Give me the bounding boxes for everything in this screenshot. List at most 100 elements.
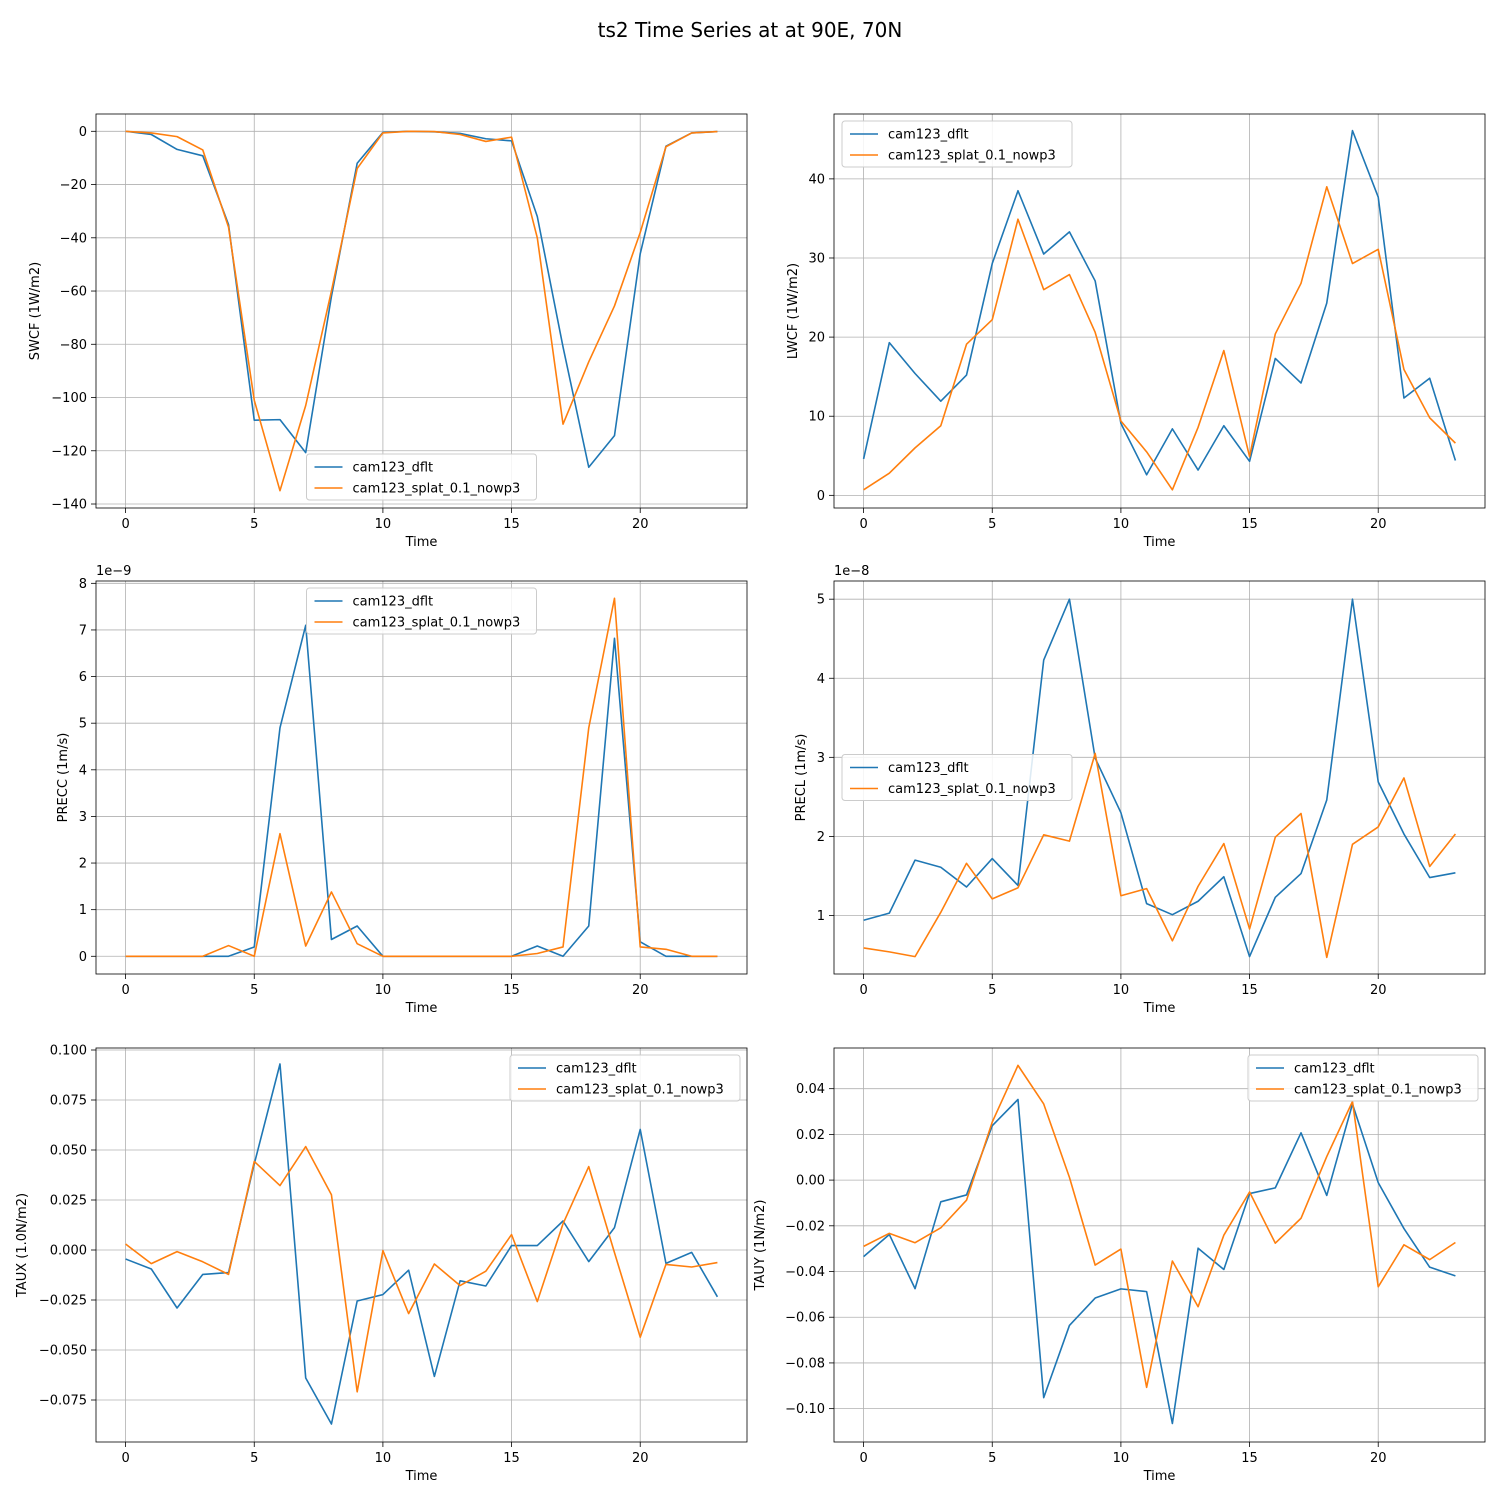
y-tick-label: 40 <box>808 172 825 187</box>
x-tick-label: 15 <box>1241 983 1258 998</box>
subplot-tauy: 0 5 10 15 20 0.04 0.02 0.00 −0.02 −0.04 −0.06 −0.08… <box>753 1047 1486 1484</box>
legend: cam123_dflt cam123_splat_0.1_nowp3 <box>841 754 1073 801</box>
legend-entry: cam123_splat_0.1_nowp3 <box>888 149 1056 164</box>
y-tick-label: 0.025 <box>50 1194 87 1209</box>
x-axis-label: Time <box>1143 1469 1176 1484</box>
axis-offset-text: 1e−8 <box>834 564 869 579</box>
y-tick-label: 7 <box>79 623 87 638</box>
y-tick-label: −0.075 <box>39 1394 87 1409</box>
legend-box <box>306 587 537 635</box>
x-tick-label: 15 <box>503 983 520 998</box>
y-tick-label: 6 <box>79 670 87 685</box>
y-tick-label: 1 <box>79 903 87 918</box>
x-tick-label: 5 <box>250 517 258 532</box>
series-line-splat <box>125 1145 718 1393</box>
legend: cam123_dflt cam123_splat_0.1_nowp3 <box>306 587 537 635</box>
y-tick-label: −20 <box>60 178 87 193</box>
x-tick-label: 10 <box>1113 1451 1130 1466</box>
legend-entry: cam123_dflt <box>888 128 969 143</box>
legend-box <box>841 120 1073 168</box>
x-tick-label: 0 <box>121 983 129 998</box>
legend-entry: cam123_dflt <box>1294 1062 1375 1077</box>
y-axis-label: PRECL (1m/s) <box>794 734 809 822</box>
y-tick-label: 0 <box>79 125 87 140</box>
x-tick-label: 20 <box>1370 1451 1387 1466</box>
x-tick-label: 20 <box>632 517 649 532</box>
series-line-splat <box>125 130 718 492</box>
x-tick-label: 5 <box>988 517 996 532</box>
series-line-splat <box>863 1064 1456 1389</box>
y-tick-label: 20 <box>808 331 825 346</box>
x-tick-label: 15 <box>1241 517 1258 532</box>
y-tick-label: 3 <box>817 751 825 766</box>
y-tick-label: −0.10 <box>785 1402 825 1417</box>
x-tick-label: 20 <box>1370 517 1387 532</box>
y-tick-label: 0.02 <box>796 1128 825 1143</box>
x-tick-label: 0 <box>859 983 867 998</box>
x-tick-label: 0 <box>121 1451 129 1466</box>
y-axis-label: TAUY (1N/m2) <box>753 1200 768 1292</box>
y-axis-label: SWCF (1W/m2) <box>28 262 43 360</box>
legend-entry: cam123_dflt <box>353 595 434 610</box>
axis-offset-text: 1e−9 <box>96 564 131 579</box>
axes-frame <box>95 1047 748 1443</box>
series-line-splat <box>863 752 1457 959</box>
legend: cam123_dflt cam123_splat_0.1_nowp3 <box>509 1054 741 1102</box>
y-tick-label: 0 <box>79 950 87 965</box>
y-tick-label: 0.100 <box>50 1044 87 1059</box>
legend: cam123_dflt cam123_splat_0.1_nowp3 <box>1247 1054 1479 1102</box>
y-tick-label: −0.02 <box>785 1219 825 1234</box>
axes-frame <box>95 113 748 509</box>
x-axis-label: Time <box>405 1001 438 1016</box>
legend-entry: cam123_dflt <box>556 1062 637 1077</box>
y-axis-label: PRECC (1m/s) <box>56 733 71 823</box>
x-tick-label: 10 <box>1113 983 1130 998</box>
x-tick-label: 0 <box>859 517 867 532</box>
x-axis-label: Time <box>405 1469 438 1484</box>
x-axis-label: Time <box>405 535 438 550</box>
legend-box <box>509 1054 741 1102</box>
x-tick-label: 10 <box>375 983 392 998</box>
y-tick-label: 5 <box>79 717 87 732</box>
x-tick-label: 15 <box>1241 1451 1258 1466</box>
series-line-splat <box>125 597 718 958</box>
y-tick-label: 0.000 <box>50 1244 87 1259</box>
legend-entry: cam123_splat_0.1_nowp3 <box>353 482 521 497</box>
x-axis-label: Time <box>1143 1001 1176 1016</box>
y-tick-label: −0.08 <box>785 1356 825 1371</box>
x-tick-label: 15 <box>503 1451 520 1466</box>
y-tick-label: −40 <box>60 231 87 246</box>
legend-entry: cam123_splat_0.1_nowp3 <box>556 1083 724 1098</box>
y-tick-label: 4 <box>79 763 87 778</box>
x-tick-label: 20 <box>1370 983 1387 998</box>
x-tick-label: 20 <box>632 983 649 998</box>
subplot-precl: 0 5 10 15 20 1 2 3 4 5 Time PRECL (1m/s) 1e−8 cam123_… <box>794 564 1486 1016</box>
legend-entry: cam123_splat_0.1_nowp3 <box>888 782 1056 797</box>
y-tick-label: −80 <box>60 338 87 353</box>
x-tick-label: 0 <box>859 1451 867 1466</box>
subplot-swcf: 0 5 10 15 20 0 −20 −40 −60 −80 −100 −120 −140 Time SWC… <box>28 113 748 550</box>
series-line-dflt <box>862 129 1457 476</box>
y-tick-label: 30 <box>808 251 825 266</box>
y-tick-label: 0.00 <box>796 1174 825 1189</box>
x-tick-label: 0 <box>121 517 129 532</box>
y-tick-label: −140 <box>51 498 87 513</box>
legend-box <box>1247 1054 1479 1102</box>
y-tick-label: 2 <box>817 830 825 845</box>
legend: cam123_dflt cam123_splat_0.1_nowp3 <box>841 120 1073 168</box>
x-tick-label: 5 <box>250 983 258 998</box>
subplot-precc: 0 5 10 15 20 0 1 2 3 4 5 6 7 8 Time PRECC (1m/s) 1e−9 cam… <box>56 564 748 1016</box>
y-tick-label: 10 <box>808 410 825 425</box>
legend-entry: cam123_dflt <box>353 461 434 476</box>
x-tick-label: 20 <box>632 1451 649 1466</box>
series-line-dflt <box>863 1098 1456 1425</box>
y-tick-label: 0.050 <box>50 1144 87 1159</box>
legend-entry: cam123_splat_0.1_nowp3 <box>1294 1083 1462 1098</box>
x-tick-label: 15 <box>503 517 520 532</box>
y-tick-label: −0.025 <box>39 1294 87 1309</box>
y-axis-label: LWCF (1W/m2) <box>786 263 801 359</box>
y-tick-label: −0.04 <box>785 1265 825 1280</box>
legend-entry: cam123_dflt <box>888 761 969 776</box>
y-axis-label: TAUX (1.0N/m2) <box>15 1193 30 1298</box>
